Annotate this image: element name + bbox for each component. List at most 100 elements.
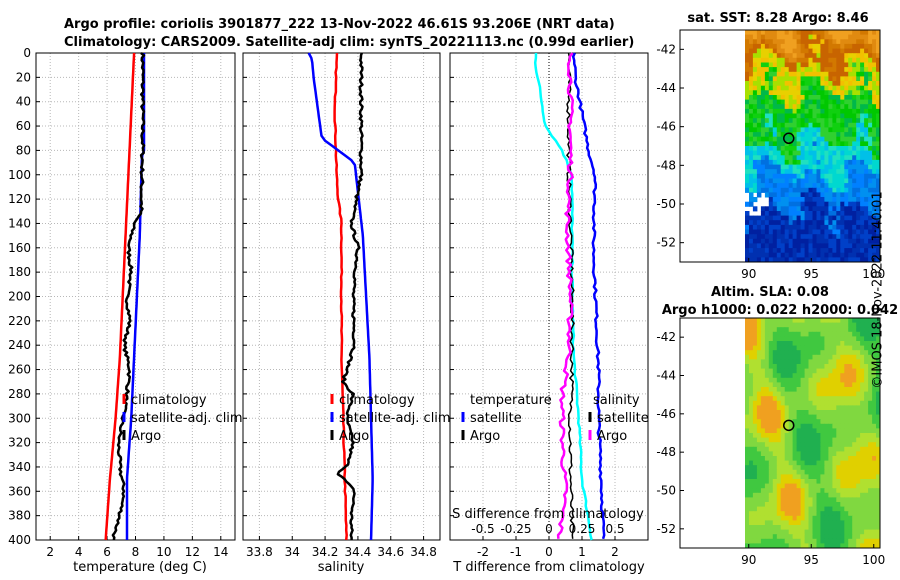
map-cell: [776, 525, 782, 531]
map-cell: [876, 446, 881, 452]
map-cell: [824, 224, 829, 230]
map-cell: [840, 400, 845, 406]
map-cell: [856, 192, 861, 198]
map-cell: [840, 132, 845, 138]
map-cell: [788, 187, 794, 193]
map-cell: [745, 234, 750, 240]
map-cell: [840, 341, 845, 347]
map-cell: [876, 350, 881, 356]
map-cell: [796, 511, 802, 517]
map-cell: [780, 169, 786, 175]
map-cell: [808, 201, 813, 207]
map-cell: [868, 173, 873, 179]
map-cell: [764, 318, 770, 324]
map-cell: [816, 543, 821, 549]
map-cell: [840, 215, 845, 221]
map-cell: [836, 155, 841, 161]
map-cell: [824, 155, 829, 161]
map-cell: [764, 414, 770, 420]
map-cell: [868, 234, 873, 240]
map-cell: [788, 488, 794, 494]
map-cell: [848, 39, 853, 45]
map-cell: [864, 146, 869, 152]
map-cell: [788, 39, 794, 45]
y-tick-label: 340: [8, 460, 31, 474]
map-cell: [780, 108, 786, 114]
map-cell: [804, 451, 810, 457]
map-cell: [876, 460, 881, 466]
map-cell: [836, 428, 841, 434]
map-cell: [800, 538, 806, 544]
map-cell: [760, 428, 766, 434]
map-cell: [856, 169, 861, 175]
map-cell: [852, 520, 857, 526]
map-cell: [772, 248, 778, 254]
map-cell: [852, 76, 857, 82]
map-cell: [808, 95, 813, 101]
map-cell: [768, 53, 774, 59]
map-cell: [760, 257, 766, 263]
map-cell: [764, 331, 770, 337]
map-cell: [844, 238, 849, 244]
map-cell: [836, 529, 841, 535]
map-cell: [872, 224, 877, 230]
map-cell: [784, 150, 790, 156]
map-cell: [828, 318, 833, 324]
map-cell: [804, 538, 810, 544]
map-cell: [860, 39, 865, 45]
map-cell: [788, 354, 794, 360]
map-cell: [776, 396, 782, 402]
map-cell: [772, 474, 778, 480]
map-cell: [784, 48, 790, 54]
map-cell: [792, 437, 798, 443]
map-cell: [804, 534, 810, 540]
map-cell: [780, 492, 786, 498]
map-cell: [852, 150, 857, 156]
map-cell: [864, 437, 869, 443]
map-cell: [836, 90, 841, 96]
map-cell: [820, 368, 825, 374]
map-cell: [872, 141, 877, 147]
map-cell: [848, 229, 853, 235]
map-cell: [840, 122, 845, 128]
map-cell: [848, 534, 853, 540]
map-cell: [768, 99, 774, 105]
map-cell: [856, 534, 861, 540]
map-cell: [860, 57, 865, 63]
map-cell: [808, 62, 813, 68]
map-cell: [772, 419, 778, 425]
map-cell: [864, 400, 869, 406]
map-cell: [804, 396, 810, 402]
map-cell: [760, 456, 766, 462]
map-cell: [772, 150, 778, 156]
map-cell: [776, 234, 782, 240]
map-cell: [788, 71, 794, 77]
map-cell: [772, 336, 778, 342]
map-cell: [788, 211, 794, 217]
map-cell: [868, 127, 873, 133]
map-cell: [868, 141, 873, 147]
map-cell: [824, 515, 829, 521]
map-cell: [756, 108, 762, 114]
map-cell: [872, 497, 877, 503]
map-cell: [745, 396, 750, 402]
map-cell: [808, 43, 813, 49]
map-cell: [800, 336, 806, 342]
map-cell: [828, 460, 833, 466]
map-cell: [776, 354, 782, 360]
map-cell: [876, 192, 881, 198]
map-cell: [804, 34, 810, 40]
map-cell: [840, 377, 845, 383]
map-cell: [784, 322, 790, 328]
s-tick-label: 0.5: [605, 522, 624, 536]
map-cell: [756, 483, 762, 489]
map-cell: [780, 81, 786, 87]
map-cell: [852, 446, 857, 452]
map-cell: [852, 511, 857, 517]
map-cell: [745, 460, 750, 466]
x-tick-label: 2: [611, 545, 619, 559]
map-cell: [792, 492, 798, 498]
map-cell: [824, 446, 829, 452]
map-cell: [764, 85, 770, 91]
map-cell: [745, 474, 750, 480]
